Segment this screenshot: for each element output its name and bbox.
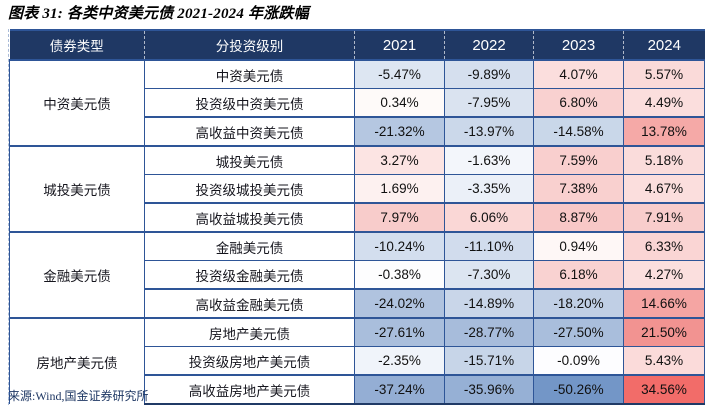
value-cell: -13.97% bbox=[444, 116, 534, 146]
table-row: 高收益中资美元债 -21.32% -13.97% -14.58% 13.78% bbox=[10, 116, 705, 146]
value-cell: -21.32% bbox=[354, 116, 445, 146]
value-cell: 5.57% bbox=[623, 59, 705, 89]
value-cell: 6.33% bbox=[623, 231, 705, 261]
value-cell: -15.71% bbox=[444, 346, 534, 375]
table-row: 投资级城投美元债 1.69% -3.35% 7.38% 4.67% bbox=[10, 174, 705, 203]
value-cell: -7.95% bbox=[444, 88, 534, 117]
row-label: 投资级城投美元债 bbox=[144, 174, 355, 203]
value-cell: 4.67% bbox=[623, 174, 705, 203]
value-cell: -0.38% bbox=[354, 260, 445, 289]
value-cell: 5.18% bbox=[623, 145, 705, 175]
row-label: 投资级中资美元债 bbox=[144, 88, 355, 117]
value-cell: 7.59% bbox=[533, 145, 624, 175]
bond-category-cell: 中资美元债 bbox=[9, 59, 145, 146]
row-label: 中资美元债 bbox=[144, 59, 355, 89]
value-cell: 0.94% bbox=[533, 231, 624, 261]
row-label: 高收益中资美元债 bbox=[144, 116, 355, 146]
value-cell: 4.07% bbox=[533, 59, 624, 89]
value-cell: 8.87% bbox=[533, 202, 624, 232]
value-cell: 6.18% bbox=[533, 260, 624, 289]
value-cell: -9.89% bbox=[444, 59, 534, 89]
value-cell: -27.50% bbox=[533, 317, 624, 347]
table-row: 投资级房地产美元债 -2.35% -15.71% -0.09% 5.43% bbox=[10, 346, 705, 375]
value-cell: 3.27% bbox=[354, 145, 445, 175]
value-cell: -2.35% bbox=[354, 346, 445, 375]
value-cell: 7.97% bbox=[354, 202, 445, 232]
col-header-grade: 分投资级别 bbox=[144, 30, 355, 60]
col-header-2023: 2023 bbox=[533, 30, 624, 60]
value-cell: 7.91% bbox=[623, 202, 705, 232]
value-cell: 4.49% bbox=[623, 88, 705, 117]
value-cell: 4.27% bbox=[623, 260, 705, 289]
value-cell: -27.61% bbox=[354, 317, 445, 347]
table-row: 投资级中资美元债 0.34% -7.95% 6.80% 4.49% bbox=[10, 88, 705, 117]
row-label: 城投美元债 bbox=[144, 145, 355, 175]
row-label: 高收益城投美元债 bbox=[144, 202, 355, 232]
col-header-bond-type: 债券类型 bbox=[9, 30, 145, 60]
value-cell: 0.34% bbox=[354, 88, 445, 117]
table-row: 高收益房地产美元债 -37.24% -35.96% -50.26% 34.56% bbox=[10, 374, 705, 405]
value-cell: -10.24% bbox=[354, 231, 445, 261]
value-cell: -5.47% bbox=[354, 59, 445, 89]
value-cell: -18.20% bbox=[533, 288, 624, 318]
source-note: 来源:Wind,国金证券研究所 bbox=[8, 389, 149, 403]
table-row: 城投美元债 城投美元债 3.27% -1.63% 7.59% 5.18% bbox=[9, 145, 705, 232]
row-label: 金融美元债 bbox=[144, 231, 355, 261]
value-cell: -0.09% bbox=[533, 346, 624, 375]
bond-category-cell: 房地产美元债 bbox=[9, 317, 145, 404]
value-cell: -37.24% bbox=[354, 374, 445, 405]
table-row: 高收益城投美元债 7.97% 6.06% 8.87% 7.91% bbox=[10, 202, 705, 232]
bond-category-cell: 金融美元债 bbox=[9, 231, 145, 318]
value-cell: -1.63% bbox=[444, 145, 534, 175]
value-cell: -11.10% bbox=[444, 231, 534, 261]
value-cell: -7.30% bbox=[444, 260, 534, 289]
value-cell: -14.58% bbox=[533, 116, 624, 146]
value-cell: -50.26% bbox=[533, 374, 624, 405]
value-cell: -28.77% bbox=[444, 317, 534, 347]
row-label: 投资级金融美元债 bbox=[144, 260, 355, 289]
value-cell: 6.80% bbox=[533, 88, 624, 117]
value-cell: 34.56% bbox=[623, 374, 705, 405]
value-cell: 5.43% bbox=[623, 346, 705, 375]
returns-table-wrap: 债券类型 分投资级别 2021 2022 2023 2024 中资美元债 中资美… bbox=[8, 29, 705, 405]
value-cell: 1.69% bbox=[354, 174, 445, 203]
col-header-2021: 2021 bbox=[354, 30, 445, 60]
col-header-2024: 2024 bbox=[623, 30, 705, 60]
row-label: 高收益金融美元债 bbox=[144, 288, 355, 318]
table-row: 中资美元债 中资美元债 -5.47% -9.89% 4.07% 5.57% bbox=[9, 59, 705, 146]
col-header-2022: 2022 bbox=[444, 30, 534, 60]
returns-table: 债券类型 分投资级别 2021 2022 2023 2024 中资美元债 中资美… bbox=[9, 29, 705, 405]
value-cell: -14.89% bbox=[444, 288, 534, 318]
value-cell: 6.06% bbox=[444, 202, 534, 232]
bond-category-cell: 城投美元债 bbox=[9, 145, 145, 232]
table-row: 金融美元债 金融美元债 -10.24% -11.10% 0.94% 6.33% bbox=[9, 231, 705, 318]
header-row: 债券类型 分投资级别 2021 2022 2023 2024 bbox=[9, 30, 705, 60]
value-cell: -24.02% bbox=[354, 288, 445, 318]
value-cell: 7.38% bbox=[533, 174, 624, 203]
row-label: 高收益房地产美元债 bbox=[144, 374, 355, 405]
value-cell: 14.66% bbox=[623, 288, 705, 318]
row-label: 投资级房地产美元债 bbox=[144, 346, 355, 375]
value-cell: 21.50% bbox=[623, 317, 705, 347]
value-cell: -3.35% bbox=[444, 174, 534, 203]
value-cell: -35.96% bbox=[444, 374, 534, 405]
value-cell: 13.78% bbox=[623, 116, 705, 146]
row-label: 房地产美元债 bbox=[144, 317, 355, 347]
table-row: 房地产美元债 房地产美元债 -27.61% -28.77% -27.50% 21… bbox=[9, 317, 705, 404]
table-row: 投资级金融美元债 -0.38% -7.30% 6.18% 4.27% bbox=[10, 260, 705, 289]
table-row: 高收益金融美元债 -24.02% -14.89% -18.20% 14.66% bbox=[10, 288, 705, 318]
figure-title: 图表 31: 各类中资美元债 2021-2024 年涨跌幅 bbox=[8, 6, 309, 22]
